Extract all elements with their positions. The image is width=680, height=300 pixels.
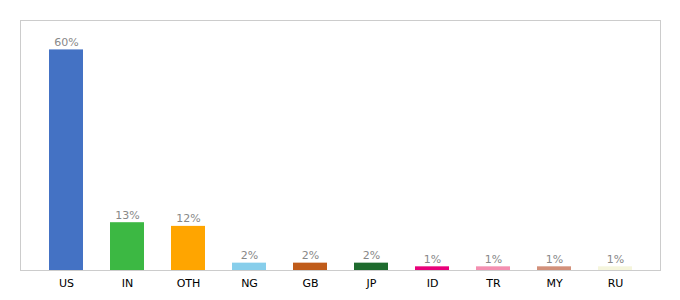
svg-text:1%: 1%	[546, 253, 563, 266]
svg-text:OTH: OTH	[177, 277, 201, 290]
svg-text:JP: JP	[366, 277, 377, 290]
svg-text:RU: RU	[608, 277, 624, 290]
svg-text:TR: TR	[485, 277, 501, 290]
svg-text:IN: IN	[122, 277, 133, 290]
svg-text:1%: 1%	[607, 253, 624, 266]
svg-text:12%: 12%	[176, 212, 200, 225]
svg-text:2%: 2%	[363, 249, 380, 262]
svg-text:NG: NG	[241, 277, 258, 290]
svg-text:2%: 2%	[302, 249, 319, 262]
svg-text:1%: 1%	[424, 253, 441, 266]
svg-text:60%: 60%	[54, 36, 78, 49]
svg-text:1%: 1%	[485, 253, 502, 266]
svg-text:GB: GB	[302, 277, 318, 290]
svg-text:US: US	[59, 277, 74, 290]
svg-text:13%: 13%	[115, 209, 139, 222]
svg-text:MY: MY	[546, 277, 562, 290]
svg-text:2%: 2%	[241, 249, 258, 262]
svg-text:ID: ID	[427, 277, 439, 290]
